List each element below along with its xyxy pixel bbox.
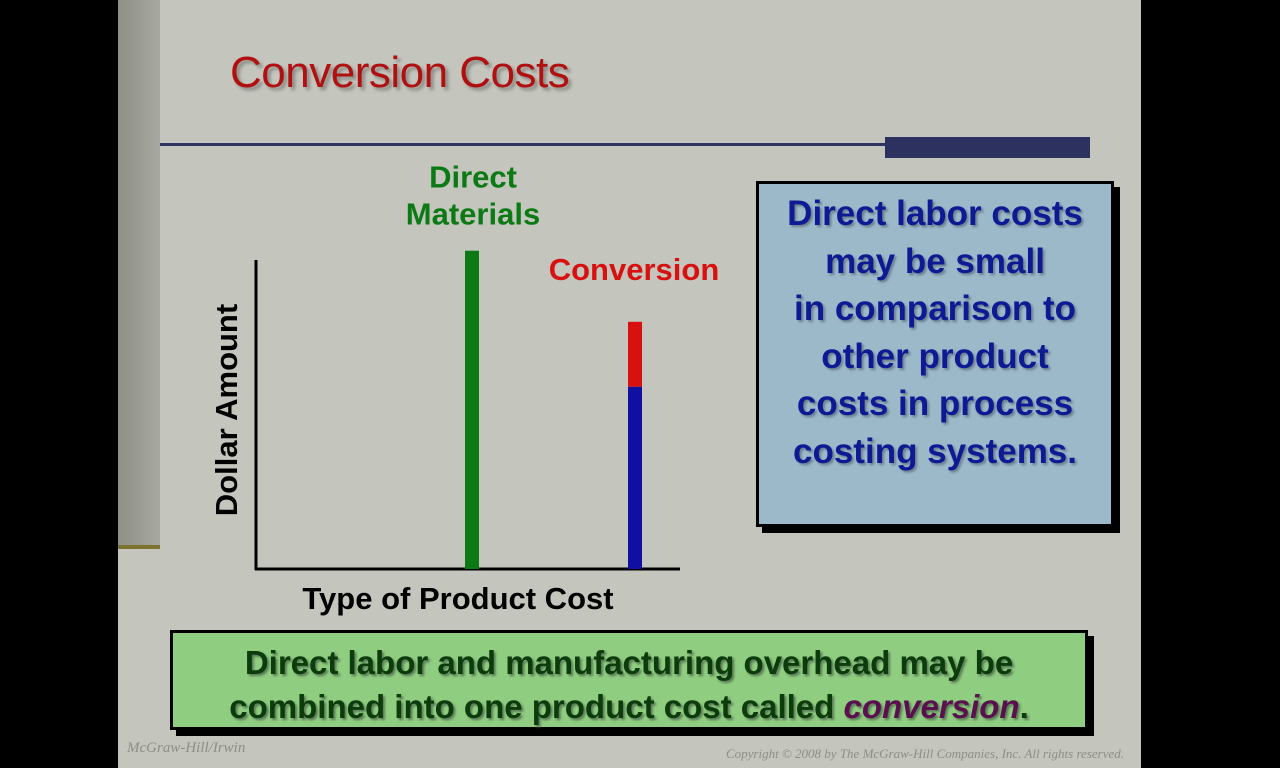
slide-title: Conversion Costs: [230, 48, 570, 97]
title-rule: [160, 143, 890, 146]
definition-text: combined into one product cost called: [229, 688, 844, 725]
callout-box: Direct labor costs may be small in compa…: [756, 181, 1114, 527]
definition-line-1: Direct labor and manufacturing overhead …: [244, 644, 1014, 681]
left-decorative-strip: [118, 0, 160, 546]
bar-direct-materials: [465, 250, 479, 570]
category-label: Materials: [406, 197, 540, 232]
category-label: Direct: [429, 160, 517, 195]
publisher-footer: McGraw-Hill/Irwin: [127, 740, 246, 756]
definition-line-2: combined into one product cost called co…: [173, 685, 1085, 729]
callout-line: other product: [821, 336, 1049, 376]
bar-conversion-overhead: [628, 321, 642, 387]
definition-box: Direct labor and manufacturing overhead …: [170, 630, 1088, 730]
callout-line: may be small: [825, 241, 1045, 281]
category-label: Conversion: [549, 252, 720, 287]
y-axis-label: Dollar Amount: [209, 304, 244, 516]
title-rule-accent: [885, 137, 1090, 158]
copyright-footer: Copyright © 2008 by The McGraw-Hill Comp…: [725, 746, 1124, 761]
callout-line: in comparison to: [794, 289, 1076, 328]
callout-line: costing systems.: [793, 431, 1077, 471]
callout-line: Direct labor costs: [787, 194, 1083, 233]
x-axis-label: Type of Product Cost: [302, 581, 613, 616]
conversion-term: conversion: [843, 688, 1020, 725]
definition-period: .: [1019, 688, 1029, 725]
strip-underline: [118, 545, 160, 549]
bar-conversion-labor: [628, 386, 642, 569]
callout-line: costs in process: [796, 384, 1074, 423]
